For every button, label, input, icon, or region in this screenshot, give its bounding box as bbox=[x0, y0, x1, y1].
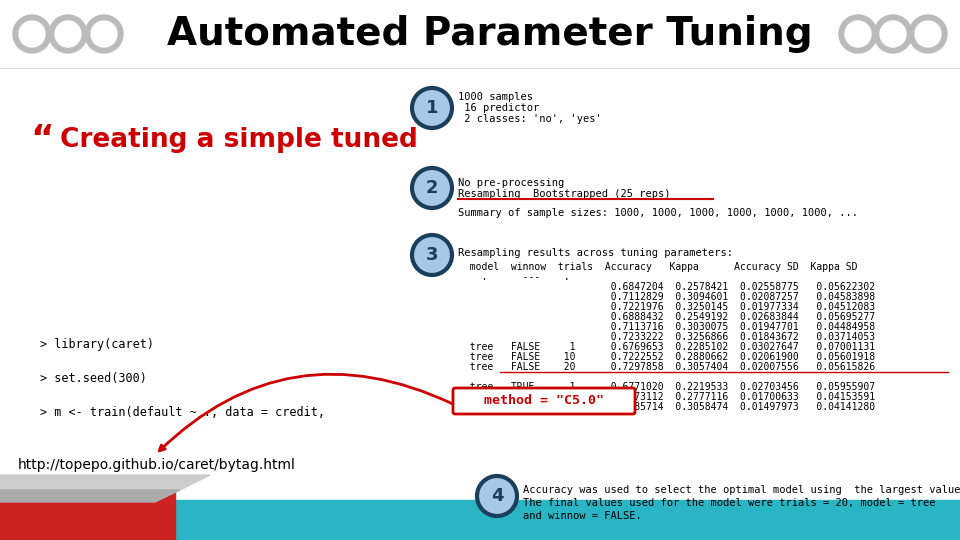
Text: 2: 2 bbox=[425, 179, 439, 197]
Text: 0.6888432  0.2549192  0.02683844   0.05695277: 0.6888432 0.2549192 0.02683844 0.0569527… bbox=[458, 312, 876, 322]
Text: “: “ bbox=[30, 123, 54, 157]
Text: Automated Parameter Tuning: Automated Parameter Tuning bbox=[167, 15, 813, 53]
Circle shape bbox=[839, 15, 877, 53]
Bar bbox=[0, 488, 175, 540]
Text: 2 classes: 'no', 'yes': 2 classes: 'no', 'yes' bbox=[458, 114, 602, 124]
Text: http://topepo.github.io/caret/bytag.html: http://topepo.github.io/caret/bytag.html bbox=[18, 458, 296, 472]
Text: Resampling  Bootstrapped (25 reps): Resampling Bootstrapped (25 reps) bbox=[458, 189, 670, 199]
Text: 0.7233222  0.3256866  0.01843672   0.03714053: 0.7233222 0.3256866 0.01843672 0.0371405… bbox=[458, 332, 876, 342]
Polygon shape bbox=[0, 475, 210, 490]
Text: tree   FALSE    20      0.7297858  0.3057404  0.02007556   0.05615826: tree FALSE 20 0.7297858 0.3057404 0.0200… bbox=[458, 362, 876, 372]
Text: tree   FALSE    10      0.7222552  0.2880662  0.02061900   0.05601918: tree FALSE 10 0.7222552 0.2880662 0.0206… bbox=[458, 352, 876, 362]
Text: No pre-processing: No pre-processing bbox=[458, 178, 564, 188]
FancyBboxPatch shape bbox=[453, 388, 635, 414]
Text: > m <- train(default ~ ., data = credit,: > m <- train(default ~ ., data = credit, bbox=[40, 406, 325, 419]
Circle shape bbox=[55, 21, 81, 47]
Circle shape bbox=[412, 235, 452, 275]
Circle shape bbox=[845, 21, 871, 47]
Circle shape bbox=[477, 476, 517, 516]
Circle shape bbox=[49, 15, 87, 53]
Text: tree   TRUE      1      0.6771020  0.2219533  0.02703456   0.05955907: tree TRUE 1 0.6771020 0.2219533 0.027034… bbox=[458, 382, 876, 392]
Polygon shape bbox=[0, 490, 180, 502]
Text: method = "C5.0": method = "C5.0" bbox=[484, 395, 604, 408]
Text: Creating a simple tuned: Creating a simple tuned bbox=[60, 127, 418, 153]
Text: 0.7112829  0.3094601  0.02087257   0.04583898: 0.7112829 0.3094601 0.02087257 0.0458389… bbox=[458, 292, 876, 302]
Circle shape bbox=[909, 15, 947, 53]
Circle shape bbox=[412, 168, 452, 208]
Text: > set.seed(300): > set.seed(300) bbox=[40, 372, 147, 385]
Text: Resampling results across tuning parameters:: Resampling results across tuning paramet… bbox=[458, 248, 733, 258]
Text: 0.7113716  0.3030075  0.01947701   0.04484958: 0.7113716 0.3030075 0.01947701 0.0448495… bbox=[458, 322, 876, 332]
Text: model  winnow  trials  Accuracy   Kappa      Accuracy SD  Kappa SD: model winnow trials Accuracy Kappa Accur… bbox=[458, 262, 857, 272]
Text: .      ---    .: . --- . bbox=[458, 272, 569, 282]
Text: 0.7221976  0.3250145  0.01977334   0.04512083: 0.7221976 0.3250145 0.01977334 0.0451208… bbox=[458, 302, 876, 312]
Text: 1: 1 bbox=[425, 99, 439, 117]
Circle shape bbox=[85, 15, 123, 53]
Text: tree   FALSE     1      0.6769653  0.2285102  0.03027647   0.07001131: tree FALSE 1 0.6769653 0.2285102 0.03027… bbox=[458, 342, 876, 352]
Text: Summary of sample sizes: 1000, 1000, 1000, 1000, 1000, 1000, ...: Summary of sample sizes: 1000, 1000, 100… bbox=[458, 208, 858, 218]
Circle shape bbox=[13, 15, 51, 53]
Text: Accuracy was used to select the optimal model using  the largest value.
The fina: Accuracy was used to select the optimal … bbox=[523, 485, 960, 522]
Text: 3: 3 bbox=[425, 246, 439, 264]
Text: tree   TRUE     20      0.7285714  0.3058474  0.01497973   0.04141280: tree TRUE 20 0.7285714 0.3058474 0.01497… bbox=[458, 402, 876, 412]
Text: 4: 4 bbox=[491, 487, 503, 505]
Circle shape bbox=[412, 88, 452, 128]
Circle shape bbox=[880, 21, 906, 47]
Circle shape bbox=[19, 21, 45, 47]
Circle shape bbox=[91, 21, 117, 47]
Circle shape bbox=[874, 15, 912, 53]
Bar bbox=[0, 500, 960, 540]
Circle shape bbox=[915, 21, 941, 47]
Text: > library(caret): > library(caret) bbox=[40, 338, 154, 351]
Text: 16 predictor: 16 predictor bbox=[458, 103, 540, 113]
Text: 0.6847204  0.2578421  0.02558775   0.05622302: 0.6847204 0.2578421 0.02558775 0.0562230… bbox=[458, 282, 876, 292]
Text: 1000 samples: 1000 samples bbox=[458, 92, 533, 102]
Text: tree   TRUE     10      0.7173112  0.2777116  0.01700633   0.04153591: tree TRUE 10 0.7173112 0.2777116 0.01700… bbox=[458, 392, 876, 402]
